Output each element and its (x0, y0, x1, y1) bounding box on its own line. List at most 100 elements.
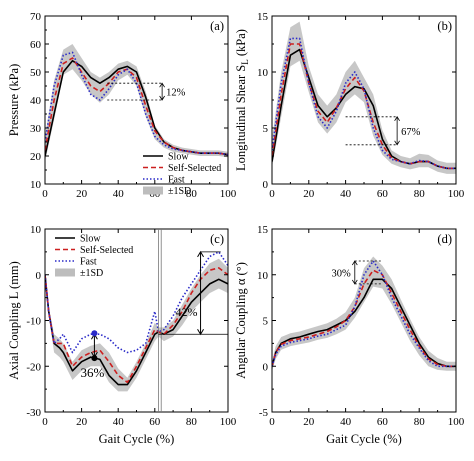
panel-label: (c) (210, 232, 224, 246)
y-tick-label: -5 (259, 407, 269, 419)
legend-label: Fast (80, 257, 97, 268)
annotation-label: 67% (401, 127, 421, 138)
x-tick-label: 20 (76, 188, 88, 200)
x-tick-label: 20 (303, 416, 315, 428)
plot-area (45, 251, 228, 392)
y-axis-label: Longitudinal Shear SL (kPa) (234, 29, 250, 171)
x-tick-label: 40 (113, 416, 125, 428)
series-line-self-selected (45, 57, 228, 156)
y-tick-label: 0 (263, 179, 269, 191)
chart-panel-c: 0 20 40 60 80 100 -30 -20 -10 0 10 (c) Axial Couplin… (7, 224, 237, 446)
annotation-0: 67% (345, 116, 421, 146)
x-tick-label: 40 (340, 188, 352, 200)
x-tick-label: 100 (448, 416, 465, 428)
series-line-self-selected (45, 267, 228, 384)
series-line-self-selected (272, 269, 456, 368)
x-tick-label: 0 (42, 188, 48, 200)
x-tick-label: 60 (149, 416, 161, 428)
annotation-0: 30% (332, 260, 383, 285)
y-tick-label: -30 (26, 407, 41, 419)
x-tick-label: 40 (113, 188, 125, 200)
x-tick-label: 80 (186, 416, 198, 428)
panel-label: (d) (437, 232, 452, 246)
y-tick-label: 40 (30, 95, 42, 107)
chart-panel-a: 02040608010010203040506070(a)Pressure (k… (7, 11, 237, 200)
y-tick-label: 15 (257, 11, 269, 23)
annotation-label: 42% (176, 305, 198, 319)
annotation-0: 12% (107, 82, 186, 101)
plot-area (272, 21, 456, 174)
x-tick-label: 60 (377, 416, 389, 428)
annotation-label: 36% (80, 365, 104, 380)
y-tick-label: 15 (257, 224, 269, 236)
y-tick-label: -20 (26, 361, 41, 373)
y-tick-label: 0 (36, 270, 42, 282)
y-tick-label: 0 (263, 361, 269, 373)
x-axis-label: Gait Cycle (%) (326, 432, 402, 446)
y-tick-label: 70 (30, 11, 42, 23)
x-tick-label: 0 (269, 188, 275, 200)
series-line-slow (45, 274, 228, 386)
x-tick-label: 0 (42, 416, 48, 428)
y-tick-label: 10 (30, 224, 42, 236)
y-tick-label: 50 (30, 67, 42, 79)
y-tick-label: 5 (263, 123, 269, 135)
series-line-slow (272, 48, 456, 170)
x-tick-label: 40 (340, 416, 352, 428)
y-tick-label: 30 (30, 123, 42, 135)
y-tick-label: 10 (257, 270, 269, 282)
x-tick-label: 100 (220, 416, 237, 428)
x-tick-label: 80 (186, 188, 198, 200)
legend-label: ±1SD (168, 186, 191, 197)
legend-label: Self-Selected (168, 163, 221, 174)
panel-label: (a) (210, 19, 224, 33)
x-tick-label: 20 (303, 188, 315, 200)
legend-label: ±1SD (80, 268, 103, 279)
plot-area (45, 44, 228, 162)
y-tick-label: 20 (30, 151, 42, 163)
panel-label: (b) (437, 19, 452, 33)
y-axis-label: Axial Coupling L (mm) (7, 261, 21, 380)
x-tick-label: 60 (377, 188, 389, 200)
y-tick-label: 60 (30, 39, 42, 51)
x-axis-label: Gait Cycle (%) (99, 432, 175, 446)
plot-area (272, 256, 456, 371)
chart-panel-b: 0 20 40 60 80 100 0 5 10 15 (b) Longitudinal Shear … (234, 11, 465, 200)
x-tick-label: 20 (76, 416, 88, 428)
x-tick-label: 80 (414, 188, 426, 200)
sd-band (45, 44, 228, 162)
y-tick-label: 10 (30, 179, 42, 191)
annotation-label: 30% (332, 268, 352, 279)
sd-band (272, 256, 456, 371)
peak-marker (91, 330, 98, 337)
x-tick-label: 80 (414, 416, 426, 428)
series-line-fast (45, 251, 228, 354)
min-marker (91, 355, 98, 362)
sd-band (272, 21, 456, 174)
x-tick-label: 100 (448, 188, 465, 200)
y-axis-label: Angular Coupling α (°) (234, 262, 248, 379)
legend-label: Slow (80, 234, 101, 245)
y-tick-label: 10 (257, 67, 269, 79)
legend-label: Self-Selected (80, 245, 133, 256)
series-line-self-selected (272, 43, 456, 170)
series-line-slow (272, 278, 456, 368)
annotation-1: 42% (158, 229, 228, 412)
y-tick-label: -10 (26, 316, 41, 328)
y-axis-label: Pressure (kPa) (7, 64, 21, 137)
sd-band (45, 258, 228, 392)
annotation-0: 36% (80, 330, 104, 380)
plot-frame (271, 228, 457, 413)
legend-label: Fast (168, 175, 185, 186)
legend-label: Slow (168, 152, 189, 163)
legend-swatch (55, 268, 75, 277)
x-tick-label: 100 (220, 188, 237, 200)
y-tick-label: 5 (263, 316, 269, 328)
legend-swatch (143, 186, 163, 195)
x-tick-label: 0 (269, 416, 275, 428)
annotation-label: 12% (166, 88, 186, 99)
